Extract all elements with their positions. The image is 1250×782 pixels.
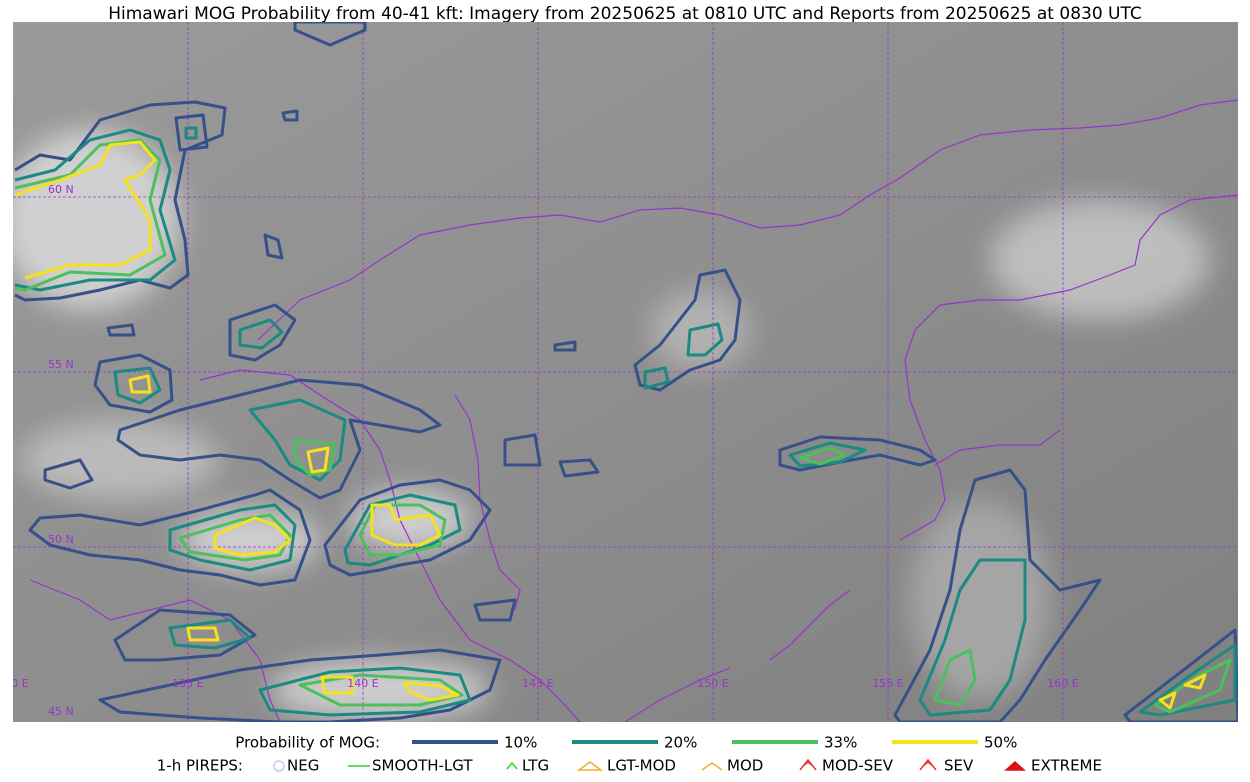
contour xyxy=(14,140,157,280)
pirep-label: NEG xyxy=(287,757,319,775)
contour xyxy=(293,22,367,47)
lat-label: 55 N xyxy=(48,358,74,371)
contour xyxy=(14,128,177,292)
pirep-label: SMOOTH-LGT xyxy=(372,757,473,775)
contour xyxy=(686,322,724,357)
contour xyxy=(558,458,600,478)
contour xyxy=(298,673,464,707)
contour xyxy=(168,503,297,572)
lon-label: 150 E xyxy=(697,677,728,690)
lon-label: 155 E xyxy=(872,677,903,690)
lat-label: 60 N xyxy=(48,183,74,196)
contour xyxy=(473,598,517,622)
contour xyxy=(228,303,297,362)
contour xyxy=(128,374,152,394)
contour xyxy=(1183,673,1207,690)
contour xyxy=(893,468,1102,722)
contour xyxy=(403,681,460,702)
contour xyxy=(918,558,1027,717)
contour xyxy=(98,648,502,722)
lat-label: 45 N xyxy=(48,705,74,718)
contour xyxy=(238,318,284,350)
pirep-label: MOD xyxy=(727,757,763,775)
contour xyxy=(14,100,227,302)
contour xyxy=(933,648,977,707)
contour xyxy=(778,435,937,472)
contour xyxy=(116,378,442,500)
contour xyxy=(633,268,742,392)
coastlines xyxy=(29,99,1238,722)
contour xyxy=(28,488,312,587)
contour xyxy=(14,138,167,292)
pirep-label: SEV xyxy=(944,757,974,775)
contour xyxy=(323,478,492,577)
contour xyxy=(798,446,847,466)
pirep-label: LTG xyxy=(522,757,549,775)
lat-label: 50 N xyxy=(48,533,74,546)
contour xyxy=(168,618,252,650)
legend-label: 33% xyxy=(824,734,857,752)
contour xyxy=(293,438,337,477)
contour xyxy=(184,126,198,140)
legend-label: 20% xyxy=(664,734,697,752)
contour xyxy=(93,353,174,414)
legend-pireps-title: 1-h PIREPS: xyxy=(157,757,243,775)
contour xyxy=(1138,643,1237,717)
contour xyxy=(106,323,136,337)
contour xyxy=(113,608,257,662)
contour xyxy=(553,340,577,352)
contour xyxy=(186,626,220,642)
contour xyxy=(643,366,670,390)
legend-probability-title: Probability of MOG: xyxy=(235,734,380,752)
legend-label: 10% xyxy=(504,734,537,752)
contour xyxy=(258,666,472,717)
contour xyxy=(213,516,292,557)
pirep-label: MOD-SEV xyxy=(822,757,894,775)
map: 60 N 55 N 50 N 45 N 130 E 135 E 140 E 145 E 150… xyxy=(0,22,1238,722)
lat-labels: 60 N 55 N 50 N 45 N xyxy=(48,183,74,718)
contour xyxy=(281,109,299,122)
lon-label: 145 E xyxy=(522,677,553,690)
lon-label: 135 E xyxy=(172,677,203,690)
contour xyxy=(306,446,330,474)
pirep-label: LGT-MOD xyxy=(607,757,676,775)
title: Himawari MOG Probability from 40-41 kft:… xyxy=(108,4,1142,24)
pirep-icons xyxy=(273,758,1026,772)
mog-contours xyxy=(14,22,1238,722)
contour xyxy=(788,441,867,468)
contour xyxy=(113,366,162,405)
lon-label: 140 E xyxy=(347,677,378,690)
contour xyxy=(370,503,442,547)
lon-label: 160 E xyxy=(1047,677,1078,690)
contour xyxy=(343,493,462,567)
lon-label: 130 E xyxy=(0,677,29,690)
contour xyxy=(503,433,542,467)
contour xyxy=(174,113,209,152)
contour xyxy=(43,458,94,490)
contour xyxy=(320,675,354,695)
contour xyxy=(263,233,284,260)
legend: Probability of MOG: 1-h PIREPS: 10% 20% 33… xyxy=(157,734,1102,775)
lon-labels: 130 E 135 E 140 E 145 E 150 E 155 E 160 E xyxy=(0,677,1079,690)
contour xyxy=(1158,691,1177,710)
clouds xyxy=(13,130,1210,720)
legend-label: 50% xyxy=(984,734,1017,752)
pirep-label: EXTREME xyxy=(1031,757,1102,775)
